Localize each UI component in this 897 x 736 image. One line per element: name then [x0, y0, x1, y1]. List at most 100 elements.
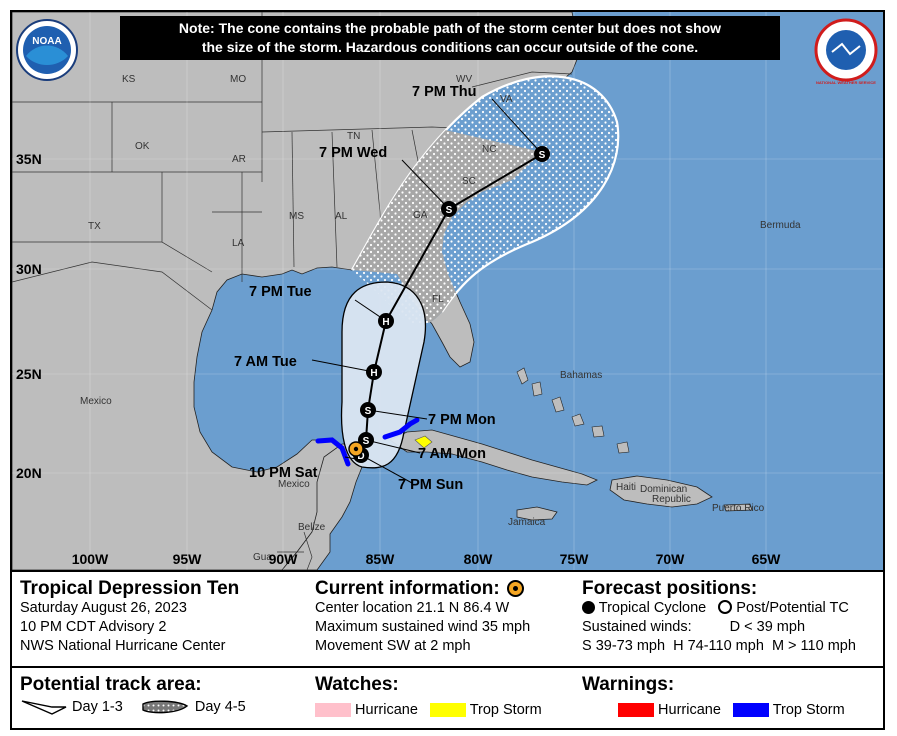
marker-7am-mon: S [358, 432, 374, 448]
tc-label: Tropical Cyclone [598, 600, 707, 616]
lon-80w: 80W [464, 551, 494, 567]
land-puerto-rico [723, 503, 753, 512]
state-ar: AR [232, 154, 246, 165]
note-box [120, 16, 780, 60]
lon-65w: 65W [752, 551, 782, 567]
label-puerto-rico: Puerto Rico [712, 503, 765, 514]
lat-20n: 20N [16, 465, 42, 481]
state-mo: MO [230, 74, 246, 85]
current-info: Current information: Center location 21.… [315, 578, 530, 656]
storm-title: Tropical Depression Ten [20, 578, 240, 599]
state-ok: OK [135, 141, 150, 152]
current-location: Center location 21.1 N 86.4 W [315, 600, 510, 616]
state-wv: WV [456, 74, 472, 85]
watches-heading: Watches: [315, 674, 399, 695]
svg-text:S: S [365, 406, 372, 417]
cone-day1-3 [340, 281, 426, 469]
svg-text:NATIONAL WEATHER SERVICE: NATIONAL WEATHER SERVICE [816, 80, 876, 85]
state-la: LA [232, 238, 245, 249]
watch-hurricane-swatch [315, 703, 351, 718]
lat-25n: 25N [16, 366, 42, 382]
svg-text:H: H [382, 317, 389, 328]
state-tn: TN [347, 131, 360, 142]
land-jamaica [516, 506, 558, 521]
label-republic: Republic [652, 494, 691, 505]
day45-label: Day 4-5 [194, 699, 246, 715]
note-line-1: Note: The cone contains the probable pat… [179, 20, 721, 36]
cone-day4-5-icon [142, 700, 189, 714]
country-lines [12, 261, 313, 570]
track-area-heading: Potential track area: [20, 674, 202, 695]
d-label: D < 39 mph [729, 619, 806, 635]
current-heading: Current information: [315, 578, 500, 599]
label-7pm-wed: 7 PM Wed [319, 145, 387, 161]
marker-7pm-tue: H [378, 313, 394, 329]
state-tx: TX [88, 221, 101, 232]
label-7pm-mon: 7 PM Mon [428, 412, 496, 428]
lon-85w: 85W [366, 551, 396, 567]
state-nc: NC [482, 144, 496, 155]
track-markers: S S H H S S D [348, 146, 550, 463]
lat-35n: 35N [16, 151, 42, 167]
lat-30n: 30N [16, 261, 42, 277]
svg-text:S: S [363, 436, 370, 447]
watch-hurricane-label: Hurricane [355, 702, 418, 718]
storm-advisory: 10 PM CDT Advisory 2 [20, 619, 167, 635]
lon-95w: 95W [173, 551, 203, 567]
warning-trop-label: Trop Storm [772, 702, 845, 718]
marker-7am-tue: H [366, 364, 382, 380]
label-dominican: Dominican [640, 484, 687, 495]
note-line-2: the size of the storm. Hazardous conditi… [202, 39, 698, 55]
label-haiti: Haiti [616, 482, 636, 493]
lon-100w: 100W [72, 551, 109, 567]
lon-70w: 70W [656, 551, 686, 567]
lon-75w: 75W [560, 551, 590, 567]
storm-info: Tropical Depression Ten Saturday August … [20, 578, 239, 656]
forecast-map: S S H H S S D 7 PM Thu 7 PM Wed 7 PM Tue… [12, 12, 883, 570]
state-ks: KS [122, 74, 136, 85]
svg-text:S: S [539, 150, 546, 161]
svg-text:D: D [357, 451, 364, 462]
cone-day1-3-icon [21, 700, 67, 715]
shm-label: S 39-73 mph H 74-110 mph M > 110 mph [582, 638, 856, 654]
open-circle-icon [718, 600, 733, 614]
state-ga: GA [413, 210, 428, 221]
current-movement: Movement SW at 2 mph [315, 638, 471, 654]
noaa-logo: NOAA [16, 19, 78, 81]
tropical-storm-watch [414, 435, 433, 449]
storm-source: NWS National Hurricane Center [20, 638, 226, 654]
watch-trop-label: Trop Storm [469, 702, 542, 718]
land-bahamas [516, 367, 630, 454]
label-mexico-2: Mexico [278, 479, 310, 490]
svg-text:NOAA: NOAA [32, 36, 61, 47]
marker-7pm-wed: S [441, 201, 457, 217]
warning-hurricane-label: Hurricane [658, 702, 721, 718]
warning-hurricane-swatch [618, 703, 654, 718]
svg-text:S: S [446, 205, 453, 216]
land-cuba [389, 429, 598, 486]
label-belize: Belize [298, 522, 326, 533]
warning-trop-swatch [732, 703, 769, 718]
state-va: VA [500, 94, 513, 105]
warnings-legend: Warnings: Hurricane Trop Storm [582, 674, 845, 720]
label-bermuda: Bermuda [760, 220, 801, 231]
filled-circle-icon [582, 601, 595, 614]
current-position-icon [507, 580, 524, 598]
state-sc: SC [462, 176, 476, 187]
label-7pm-tue: 7 PM Tue [249, 284, 312, 300]
label-7am-mon: 7 AM Mon [418, 446, 486, 462]
post-label: Post/Potential TC [736, 600, 849, 616]
label-mexico-1: Mexico [80, 396, 112, 407]
label-7am-tue: 7 AM Tue [234, 354, 297, 370]
sustained-label: Sustained winds: [582, 619, 692, 635]
forecast-info: Forecast positions: Tropical Cyclone Pos… [582, 578, 856, 656]
label-guatemala: Gua [253, 552, 272, 563]
state-al: AL [335, 211, 348, 222]
label-jamaica: Jamaica [508, 517, 546, 528]
legend-divider [12, 666, 883, 668]
nws-logo: NATIONAL WEATHER SERVICE [814, 18, 878, 85]
svg-text:H: H [370, 368, 377, 379]
forecast-heading: Forecast positions: [582, 578, 758, 599]
label-10pm-sat: 10 PM Sat [249, 465, 318, 481]
marker-current [348, 441, 364, 457]
